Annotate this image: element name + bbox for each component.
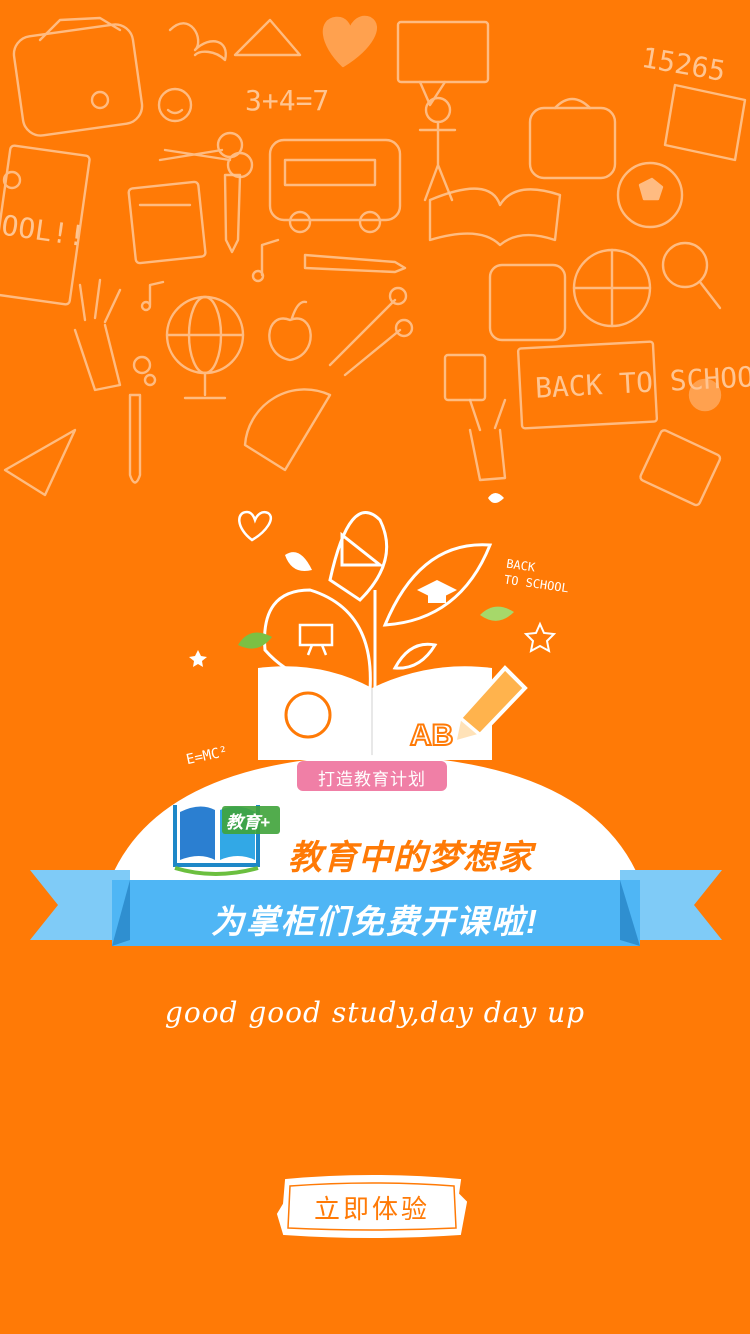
number-doodle: 15265 [639,41,728,88]
sign-left-text: OOL!! [0,209,87,253]
brushes-doodle-right [468,398,507,482]
triangle-ruler-doodle [3,428,77,497]
smiley-doodle [157,87,193,123]
apple-doodle [268,300,312,362]
cta-button-background [276,1175,468,1238]
laptop-doodle [663,83,747,162]
green-leaf-left [238,632,272,649]
globe-doodle [165,295,245,400]
banner-text: 为掌柜们免费开课啦! [211,903,539,940]
ribbon-fold-right [620,880,640,946]
graduation-cap-icon [417,580,457,603]
ribbon-fold-left [112,880,130,946]
education-illustration: AB [30,493,722,946]
book-doodle-3 [443,353,487,402]
blackboard-doodle [396,20,490,202]
hanger-doodle [233,18,302,57]
triangle-ruler-icon [340,531,385,567]
backpack-doodle [528,97,617,180]
ribbon-right-tail [620,870,722,940]
toaster-doodle-2 [488,263,567,342]
doodle-background: 3+4=7 OOL!! [0,15,750,507]
book-doodle-2 [639,429,722,507]
bus-doodle [268,138,402,234]
math-doodle: 3+4=7 [245,84,329,117]
bow-doodle [168,22,227,62]
open-book: AB [258,666,492,760]
test-tube-doodle [128,355,157,484]
brushes-cup-doodle [73,278,122,392]
book-doodle [127,180,207,265]
ribbon-left-tail [30,870,130,940]
start-experience-button[interactable]: 立即体验 [313,1194,430,1225]
basketball-doodle [572,248,652,328]
heart-doodle [322,15,377,68]
green-leaf-right [480,606,514,621]
note-doodle [140,238,280,312]
motto-text: good good study,day day up [164,996,586,1029]
ribbon-main [112,880,640,946]
scissors-doodle [158,131,254,179]
letters-icon: AB [410,719,453,752]
star-icon [523,621,557,653]
leaf-group [263,511,493,692]
pencil-icon [453,665,528,745]
heart-icon [238,510,273,542]
globe-icon [284,691,332,739]
logo-label: 教育+ [226,813,270,832]
open-book-doodle [428,187,562,247]
tag-pill: 打造教育计划 [318,769,426,790]
white-leaf-2 [488,493,504,503]
white-leaf-1 [285,552,312,571]
blackboard-icon [298,623,334,656]
toaster-doodle [12,16,144,137]
logo-book-icon [173,805,280,876]
magnifier-doodle [661,241,722,310]
soccer-ball-doodle [616,161,684,229]
protractor-doodle [243,388,332,472]
pencil-doodle [223,173,407,274]
tag-pill-bg [297,761,447,791]
sign-left-doodle [0,144,91,306]
scissors-doodle-2 [328,286,414,377]
small-star-icon [189,650,207,667]
paint-splash-doodle [688,378,722,412]
app-title: 教育中的梦想家 [288,839,533,877]
back-to-school-sign-doodle [516,340,659,430]
